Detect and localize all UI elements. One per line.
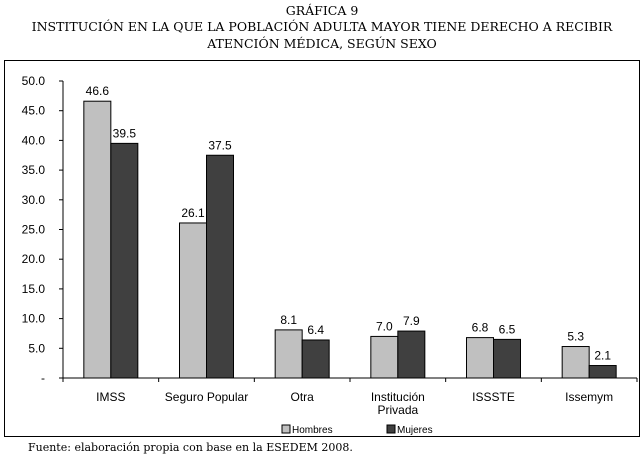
- value-label-mujeres: 2.1: [594, 349, 611, 363]
- bar-mujeres: [397, 330, 426, 379]
- legend-swatch-mujeres: [386, 424, 396, 434]
- y-tick-label: 40.0: [22, 133, 46, 147]
- y-tick-label: 50.0: [22, 74, 46, 88]
- bar-mujeres: [493, 338, 521, 379]
- bar-hombres: [466, 337, 494, 379]
- chart-label: GRÁFICA 9: [285, 3, 359, 18]
- value-label-mujeres: 7.9: [403, 314, 420, 328]
- value-label-mujeres: 37.5: [208, 138, 232, 152]
- bar-mujeres: [588, 365, 617, 379]
- bar-mujeres: [301, 339, 330, 379]
- value-label-mujeres: 6.4: [307, 323, 324, 337]
- x-category-label: Seguro Popular: [165, 390, 248, 404]
- y-tick-label: 45.0: [22, 104, 46, 118]
- bar-hombres: [274, 329, 303, 379]
- value-label-mujeres: 39.5: [113, 126, 137, 140]
- chart-title-line-2: ATENCIÓN MÉDICA, SEGÚN SEXO: [207, 36, 437, 51]
- x-category-label: Issemym: [565, 390, 613, 404]
- y-tick-label: 35.0: [22, 163, 46, 177]
- legend-label-mujeres: Mujeres: [397, 425, 433, 436]
- x-category-label: ISSSTE: [472, 390, 515, 404]
- bar-mujeres: [110, 142, 139, 379]
- bar-hombres: [561, 346, 590, 379]
- y-tick-label: 25.0: [22, 223, 46, 237]
- bar-hombres: [370, 335, 399, 379]
- value-label-hombres: 5.3: [567, 330, 584, 344]
- y-tick-label: -: [41, 371, 45, 385]
- x-category-label: Otra: [290, 390, 314, 404]
- value-label-hombres: 26.1: [181, 206, 205, 220]
- source-note: Fuente: elaboración propia con base en l…: [28, 441, 353, 454]
- legend-label-hombres: Hombres: [292, 425, 333, 436]
- x-category-label: Privada: [377, 403, 418, 417]
- bar-mujeres: [206, 154, 234, 379]
- chart-frame: - 5.0 10.0 15.0 20.0 25.0 30.0 35.0 40.0 45.0 50.0…: [4, 60, 640, 437]
- value-label-mujeres: 6.5: [499, 322, 516, 336]
- value-label-hombres: 7.0: [376, 319, 393, 333]
- bar-hombres: [179, 222, 207, 379]
- value-label-hombres: 8.1: [280, 313, 297, 327]
- chart-title-line-1: INSTITUCIÓN EN LA QUE LA POBLACIÓN ADULT…: [31, 19, 613, 34]
- y-tick-label: 30.0: [22, 193, 46, 207]
- y-tick-label: 5.0: [28, 341, 45, 355]
- y-tick-label: 20.0: [22, 252, 46, 266]
- bar-chart: - 5.0 10.0 15.0 20.0 25.0 30.0 35.0 40.0 45.0 50.0…: [22, 74, 638, 436]
- x-category-label: IMSS: [96, 390, 125, 404]
- x-category-label: Institución: [371, 390, 425, 404]
- legend-swatch-hombres: [281, 424, 291, 434]
- bar-hombres: [83, 100, 112, 379]
- value-label-hombres: 6.8: [472, 321, 489, 335]
- y-tick-label: 15.0: [22, 282, 46, 296]
- y-tick-label: 10.0: [22, 312, 46, 326]
- value-label-hombres: 46.6: [86, 84, 110, 98]
